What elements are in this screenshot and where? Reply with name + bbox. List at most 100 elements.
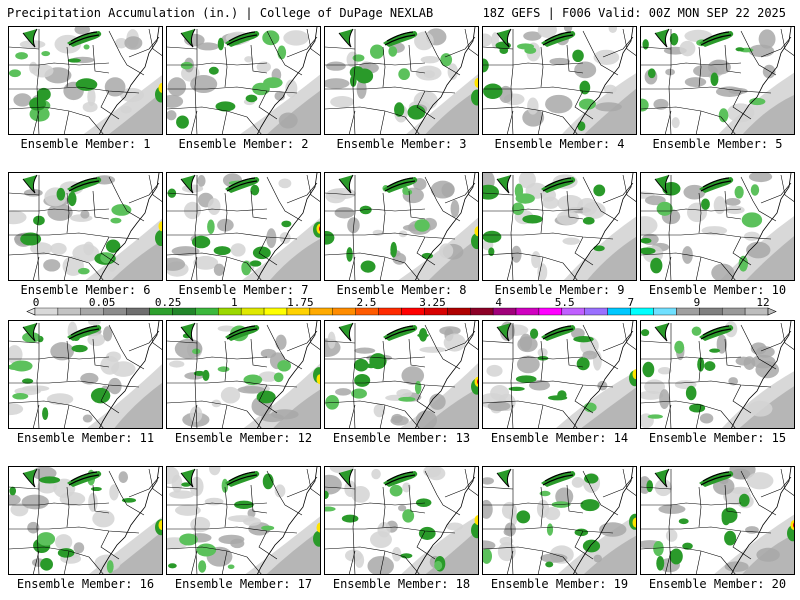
legend-swatch	[103, 307, 127, 316]
legend-tick-label: 12	[756, 296, 770, 309]
member-label: Ensemble Member: 2	[178, 137, 309, 151]
ensemble-panel: Ensemble Member: 17	[166, 466, 321, 591]
precip-map	[324, 320, 479, 429]
legend-swatch	[355, 307, 379, 316]
legend-swatch	[676, 307, 700, 316]
precip-map-graphic	[167, 27, 320, 134]
precip-map-graphic	[325, 173, 478, 280]
precip-map	[482, 466, 637, 575]
precip-map-graphic	[167, 467, 320, 574]
member-label: Ensemble Member: 8	[336, 283, 467, 297]
precip-map-graphic	[325, 467, 478, 574]
precip-map-graphic	[483, 27, 636, 134]
legend-swatch	[584, 307, 608, 316]
precip-map-graphic	[325, 321, 478, 428]
member-label: Ensemble Member: 5	[652, 137, 783, 151]
precip-map	[640, 320, 795, 429]
ensemble-panel: Ensemble Member: 12	[166, 320, 321, 445]
precip-map	[166, 320, 321, 429]
legend-swatch	[195, 307, 219, 316]
precip-map	[8, 172, 163, 281]
legend-tick-label: 1	[230, 296, 238, 309]
precip-map-graphic	[641, 27, 794, 134]
precip-map	[482, 26, 637, 135]
legend-swatch	[80, 307, 104, 316]
member-label: Ensemble Member: 1	[20, 137, 151, 151]
legend-swatch	[607, 307, 631, 316]
legend-swatch	[515, 307, 540, 316]
member-label: Ensemble Member: 18	[332, 577, 471, 591]
legend-tick-label: 0.05	[88, 296, 116, 309]
legend-swatch	[630, 307, 654, 316]
precip-map	[8, 26, 163, 135]
legend-swatch	[721, 307, 746, 316]
member-label: Ensemble Member: 12	[174, 431, 313, 445]
precip-map	[482, 320, 637, 429]
member-label: Ensemble Member: 20	[648, 577, 787, 591]
legend-swatch	[378, 307, 402, 316]
ensemble-panel: Ensemble Member: 2	[166, 26, 321, 151]
precip-map	[166, 26, 321, 135]
run-info: 18Z GEFS | F006 Valid: 00Z MON SEP 22 20…	[482, 6, 786, 20]
ensemble-panel: Ensemble Member: 10	[640, 172, 795, 297]
member-label: Ensemble Member: 19	[490, 577, 629, 591]
legend-tick-label: 9	[693, 296, 701, 309]
ensemble-panel: Ensemble Member: 11	[8, 320, 163, 445]
legend-swatch	[240, 307, 265, 316]
ensemble-panel: Ensemble Member: 16	[8, 466, 163, 591]
precip-map	[640, 26, 795, 135]
legend-swatch	[492, 307, 517, 316]
legend-swatch	[263, 307, 288, 316]
ensemble-panel: Ensemble Member: 14	[482, 320, 637, 445]
legend-swatch	[561, 307, 585, 316]
legend-swatch	[653, 307, 677, 316]
legend-swatch	[744, 307, 769, 316]
precip-map-graphic	[641, 321, 794, 428]
precip-map	[8, 320, 163, 429]
precip-map-graphic	[167, 173, 320, 280]
precip-map	[324, 26, 479, 135]
precip-map-graphic	[641, 173, 794, 280]
legend-swatch	[424, 307, 448, 316]
ensemble-panel: Ensemble Member: 19	[482, 466, 637, 591]
ensemble-panel: Ensemble Member: 6	[8, 172, 163, 297]
legend-arrow-right	[767, 307, 777, 316]
precip-map-graphic	[641, 467, 794, 574]
legend-tick-label: 0	[32, 296, 40, 309]
precip-map-graphic	[9, 321, 162, 428]
ensemble-panel: Ensemble Member: 15	[640, 320, 795, 445]
legend-swatch	[538, 307, 563, 316]
precip-map	[324, 172, 479, 281]
ensemble-panel: Ensemble Member: 18	[324, 466, 479, 591]
ensemble-panel: Ensemble Member: 8	[324, 172, 479, 297]
legend-swatch	[332, 307, 356, 316]
member-label: Ensemble Member: 9	[494, 283, 625, 297]
legend-tick-label: 5.5	[554, 296, 575, 309]
legend-tick-label: 7	[627, 296, 635, 309]
legend-swatch	[34, 307, 59, 316]
precip-map-graphic	[9, 467, 162, 574]
color-legend: 0 0.05 0.25 1 1.75 2.5 3.25 4 5.5 7 9 12	[0, 296, 800, 318]
member-label: Ensemble Member: 11	[16, 431, 155, 445]
legend-swatch	[309, 307, 333, 316]
ensemble-panel: Ensemble Member: 13	[324, 320, 479, 445]
legend-swatch	[218, 307, 242, 316]
member-label: Ensemble Member: 15	[648, 431, 787, 445]
legend-swatch	[149, 307, 173, 316]
ensemble-panel: Ensemble Member: 4	[482, 26, 637, 151]
ensemble-panel: Ensemble Member: 7	[166, 172, 321, 297]
legend-swatch	[286, 307, 311, 316]
member-label: Ensemble Member: 10	[648, 283, 787, 297]
ensemble-panel: Ensemble Member: 20	[640, 466, 795, 591]
precip-map-graphic	[483, 321, 636, 428]
page-title: Precipitation Accumulation (in.) | Colle…	[7, 6, 434, 20]
precip-map	[640, 466, 795, 575]
legend-arrow-left	[26, 307, 36, 316]
member-label: Ensemble Member: 6	[20, 283, 151, 297]
precip-map	[166, 466, 321, 575]
ensemble-panel: Ensemble Member: 5	[640, 26, 795, 151]
precip-map-graphic	[9, 27, 162, 134]
precip-map-graphic	[9, 173, 162, 280]
legend-tick-label: 4	[495, 296, 502, 309]
legend-bar	[26, 307, 777, 316]
